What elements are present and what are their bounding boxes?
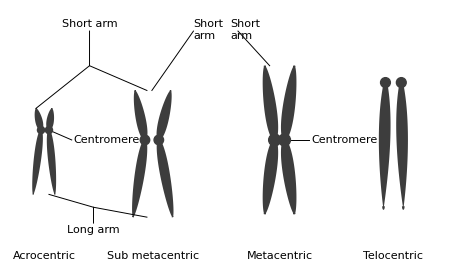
Polygon shape bbox=[263, 66, 278, 140]
Polygon shape bbox=[281, 66, 296, 140]
Polygon shape bbox=[263, 140, 278, 214]
Text: Short
arm: Short arm bbox=[193, 19, 223, 41]
Polygon shape bbox=[134, 90, 147, 140]
Polygon shape bbox=[35, 108, 43, 130]
Text: Centromere: Centromere bbox=[73, 135, 140, 145]
Polygon shape bbox=[281, 140, 296, 214]
Polygon shape bbox=[396, 83, 408, 210]
Circle shape bbox=[396, 78, 406, 88]
Circle shape bbox=[140, 135, 150, 145]
Text: Metacentric: Metacentric bbox=[246, 251, 313, 261]
Text: Sub metacentric: Sub metacentric bbox=[107, 251, 199, 261]
Polygon shape bbox=[32, 130, 43, 195]
Circle shape bbox=[46, 127, 53, 134]
Polygon shape bbox=[132, 140, 147, 217]
Text: Long arm: Long arm bbox=[67, 225, 120, 235]
Text: Short
arm: Short arm bbox=[230, 19, 260, 41]
Polygon shape bbox=[157, 140, 173, 217]
Circle shape bbox=[381, 78, 391, 88]
Circle shape bbox=[279, 134, 291, 146]
Polygon shape bbox=[47, 130, 56, 195]
Circle shape bbox=[37, 127, 45, 134]
Polygon shape bbox=[379, 83, 391, 210]
Text: Centromere: Centromere bbox=[311, 135, 377, 145]
Text: Acrocentric: Acrocentric bbox=[12, 251, 75, 261]
Text: Short arm: Short arm bbox=[62, 19, 118, 29]
Polygon shape bbox=[156, 90, 172, 140]
Circle shape bbox=[154, 135, 164, 145]
Text: Telocentric: Telocentric bbox=[364, 251, 423, 261]
Circle shape bbox=[269, 134, 281, 146]
Polygon shape bbox=[46, 108, 54, 130]
